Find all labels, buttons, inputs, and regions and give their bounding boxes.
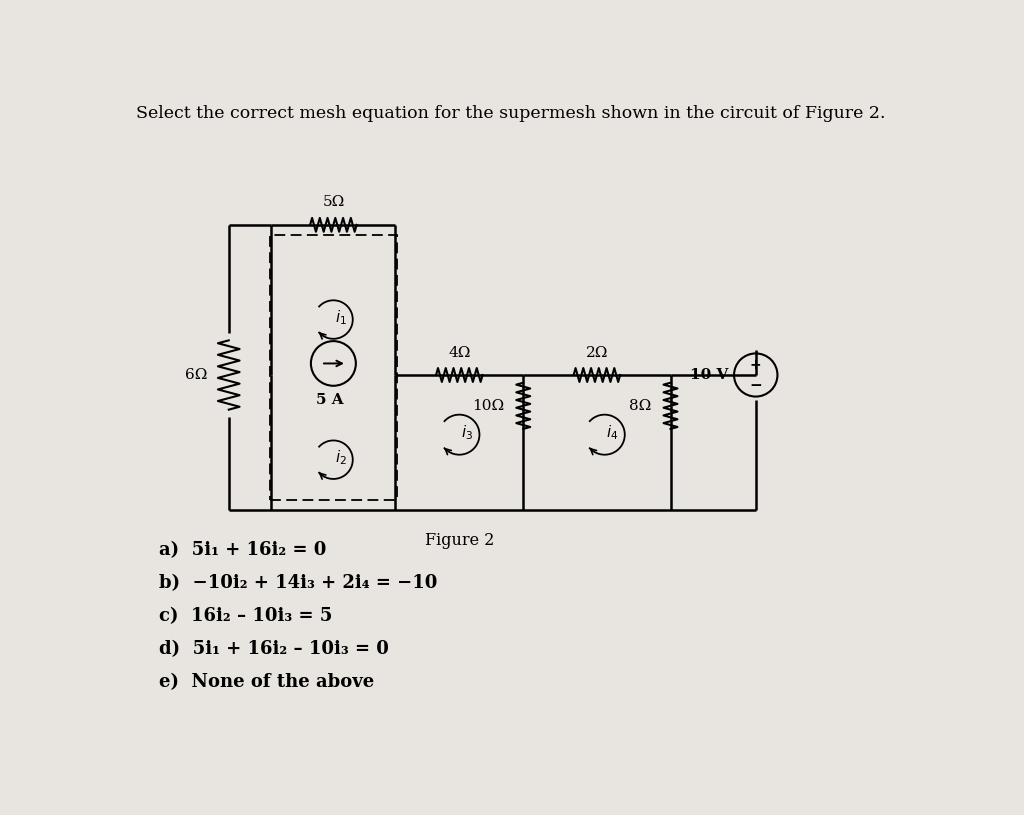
Text: 6Ω: 6Ω (184, 368, 207, 382)
Text: 5Ω: 5Ω (323, 196, 344, 209)
Text: a)  5i₁ + 16i₂ = 0: a) 5i₁ + 16i₂ = 0 (159, 541, 327, 559)
Bar (270, 235, 397, 500)
Text: $i_4$: $i_4$ (606, 423, 618, 442)
Text: d)  5i₁ + 16i₂ – 10i₃ = 0: d) 5i₁ + 16i₂ – 10i₃ = 0 (159, 640, 389, 659)
Text: 5 A: 5 A (315, 393, 343, 407)
Text: 2Ω: 2Ω (586, 346, 608, 359)
Text: 8Ω: 8Ω (629, 399, 651, 413)
Text: Select the correct mesh equation for the supermesh shown in the circuit of Figur: Select the correct mesh equation for the… (136, 105, 886, 122)
Text: −: − (750, 378, 762, 394)
Text: c)  16i₂ – 10i₃ = 5: c) 16i₂ – 10i₃ = 5 (159, 607, 333, 625)
Text: e)  None of the above: e) None of the above (159, 673, 374, 691)
Text: 10 V: 10 V (690, 368, 729, 382)
Text: $i_3$: $i_3$ (461, 423, 473, 442)
Text: 10Ω: 10Ω (472, 399, 504, 413)
Text: $i_2$: $i_2$ (335, 448, 347, 467)
Text: Figure 2: Figure 2 (425, 532, 494, 549)
Text: 4Ω: 4Ω (449, 346, 470, 359)
Text: +: + (750, 359, 762, 372)
Text: b)  −10i₂ + 14i₃ + 2i₄ = −10: b) −10i₂ + 14i₃ + 2i₄ = −10 (159, 574, 437, 592)
Text: $i_1$: $i_1$ (335, 308, 347, 327)
